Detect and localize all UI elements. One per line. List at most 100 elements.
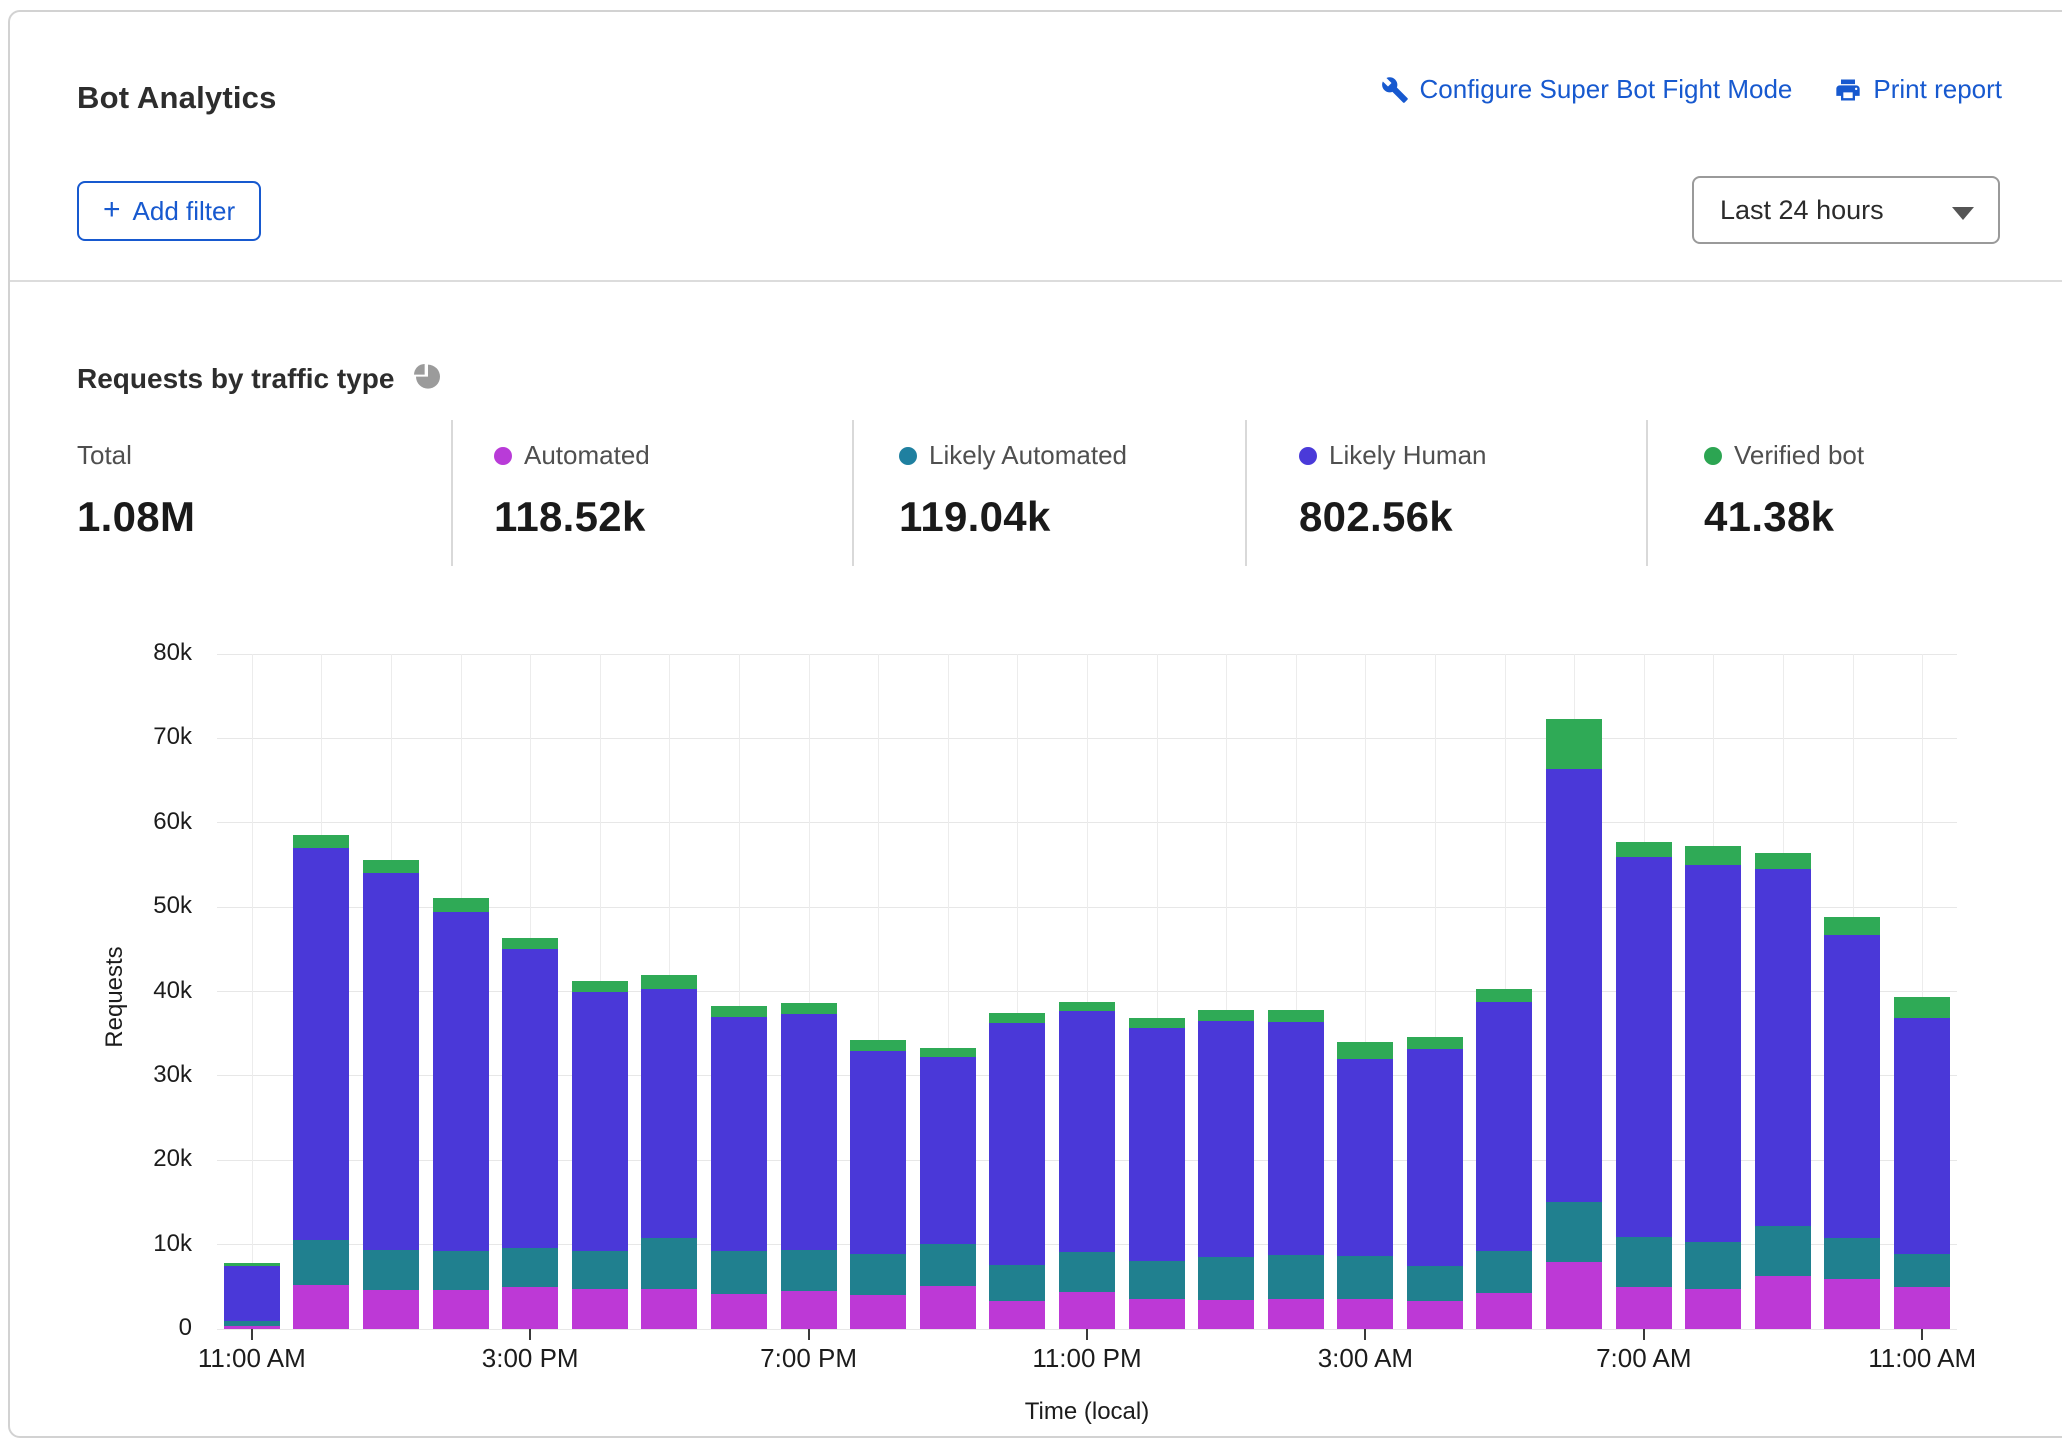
bar-segment-likely-automated: [1894, 1254, 1950, 1287]
bar-slot: [1539, 654, 1609, 1329]
bar-segment-automated: [293, 1285, 349, 1329]
bar-slot: [843, 654, 913, 1329]
verified-bot-dot-icon: [1704, 447, 1722, 465]
bar-segment-verified-bot: [1894, 997, 1950, 1018]
chart-bar[interactable]: [781, 1003, 837, 1329]
stat-likely-human: Likely Human 802.56k: [1299, 440, 1487, 541]
bar-segment-automated: [572, 1289, 628, 1329]
bar-segment-likely-human: [1616, 857, 1672, 1237]
likely-automated-dot-icon: [899, 447, 917, 465]
chart-bar[interactable]: [1268, 1010, 1324, 1329]
bar-segment-verified-bot: [1685, 846, 1741, 865]
bar-segment-automated: [433, 1290, 489, 1329]
bar-segment-automated: [1824, 1279, 1880, 1329]
bar-slot: [1887, 654, 1957, 1329]
bar-segment-verified-bot: [1546, 719, 1602, 769]
bar-segment-likely-automated: [1337, 1256, 1393, 1299]
bar-slot: [356, 654, 426, 1329]
bar-segment-likely-automated: [1616, 1237, 1672, 1287]
stat-total: Total 1.08M: [77, 440, 195, 541]
chart-bar[interactable]: [1476, 989, 1532, 1329]
bar-segment-likely-automated: [1407, 1266, 1463, 1301]
bar-segment-likely-human: [433, 912, 489, 1250]
bar-slot: [1748, 654, 1818, 1329]
chart-bar[interactable]: [224, 1263, 280, 1329]
y-tick-label: 40k: [22, 977, 192, 1005]
chart-bar[interactable]: [1546, 719, 1602, 1329]
chart-bar[interactable]: [711, 1006, 767, 1329]
chart-bar[interactable]: [1616, 842, 1672, 1329]
bar-segment-likely-automated: [1755, 1226, 1811, 1276]
add-filter-label: Add filter: [133, 196, 236, 227]
chart-bar[interactable]: [1755, 853, 1811, 1329]
requests-by-traffic-type-chart: Requests Time (local) 010k20k30k40k50k60…: [217, 654, 1957, 1329]
bot-analytics-card: Bot Analytics Configure Super Bot Fight …: [8, 10, 2062, 1438]
configure-link-label: Configure Super Bot Fight Mode: [1420, 74, 1793, 105]
bar-segment-verified-bot: [1824, 917, 1880, 935]
bar-segment-verified-bot: [1476, 989, 1532, 1002]
chart-bar[interactable]: [1059, 1002, 1115, 1329]
bar-segment-verified-bot: [1616, 842, 1672, 857]
chart-bar[interactable]: [1685, 846, 1741, 1329]
bar-segment-verified-bot: [1407, 1037, 1463, 1049]
bar-segment-verified-bot: [1059, 1002, 1115, 1011]
plus-icon: +: [103, 195, 121, 225]
x-tick-label: 7:00 PM: [699, 1343, 919, 1374]
automated-dot-icon: [494, 447, 512, 465]
chart-bar[interactable]: [920, 1048, 976, 1329]
chart-bar[interactable]: [641, 975, 697, 1329]
bar-segment-likely-human: [1198, 1021, 1254, 1257]
bar-segment-automated: [1129, 1299, 1185, 1329]
bar-segment-likely-automated: [502, 1248, 558, 1287]
chart-bar[interactable]: [1824, 917, 1880, 1329]
bar-segment-likely-human: [1894, 1018, 1950, 1254]
bar-segment-likely-automated: [711, 1251, 767, 1293]
bar-segment-automated: [1407, 1301, 1463, 1329]
bar-segment-verified-bot: [1129, 1018, 1185, 1028]
chart-bar[interactable]: [1894, 997, 1950, 1329]
chart-bar[interactable]: [502, 938, 558, 1330]
bar-segment-likely-automated: [781, 1250, 837, 1291]
bar-segment-automated: [989, 1301, 1045, 1329]
time-range-dropdown[interactable]: Last 24 hours: [1692, 176, 2000, 244]
bar-segment-likely-human: [920, 1057, 976, 1243]
bar-slot: [1818, 654, 1888, 1329]
chart-bar[interactable]: [293, 835, 349, 1329]
x-tick: [251, 1329, 253, 1340]
add-filter-button[interactable]: + Add filter: [77, 181, 261, 241]
bar-segment-likely-human: [293, 848, 349, 1240]
stat-likely-human-value: 802.56k: [1299, 493, 1487, 541]
x-tick: [1921, 1329, 1923, 1340]
bar-segment-likely-human: [1755, 869, 1811, 1226]
configure-super-bot-fight-mode-link[interactable]: Configure Super Bot Fight Mode: [1381, 74, 1793, 105]
chart-bar[interactable]: [1407, 1037, 1463, 1329]
bar-segment-automated: [1268, 1299, 1324, 1329]
chart-bar[interactable]: [572, 981, 628, 1329]
bar-slot: [495, 654, 565, 1329]
bar-segment-likely-human: [781, 1014, 837, 1249]
bar-segment-likely-human: [1546, 769, 1602, 1203]
x-tick: [1643, 1329, 1645, 1340]
chart-bar[interactable]: [363, 860, 419, 1329]
stat-likely-automated-label: Likely Automated: [929, 440, 1127, 471]
x-tick-label: 7:00 AM: [1534, 1343, 1754, 1374]
chart-bar[interactable]: [850, 1040, 906, 1329]
print-report-link[interactable]: Print report: [1834, 74, 2002, 105]
stat-likely-automated: Likely Automated 119.04k: [899, 440, 1127, 541]
bar-segment-verified-bot: [920, 1048, 976, 1057]
chart-bar[interactable]: [1129, 1018, 1185, 1329]
bar-slot: [426, 654, 496, 1329]
bar-slot: [1122, 654, 1192, 1329]
time-range-value: Last 24 hours: [1720, 195, 1884, 226]
chart-bar[interactable]: [1198, 1010, 1254, 1329]
chart-bar[interactable]: [989, 1013, 1045, 1329]
bar-segment-automated: [1546, 1262, 1602, 1330]
likely-human-dot-icon: [1299, 447, 1317, 465]
header-links: Configure Super Bot Fight Mode Print rep…: [1210, 74, 2002, 105]
bar-segment-likely-automated: [293, 1240, 349, 1285]
bar-segment-likely-human: [1268, 1022, 1324, 1255]
chart-bar[interactable]: [433, 898, 489, 1329]
bar-segment-likely-human: [572, 992, 628, 1250]
chart-bar[interactable]: [1337, 1042, 1393, 1329]
page-title: Bot Analytics: [77, 80, 277, 116]
